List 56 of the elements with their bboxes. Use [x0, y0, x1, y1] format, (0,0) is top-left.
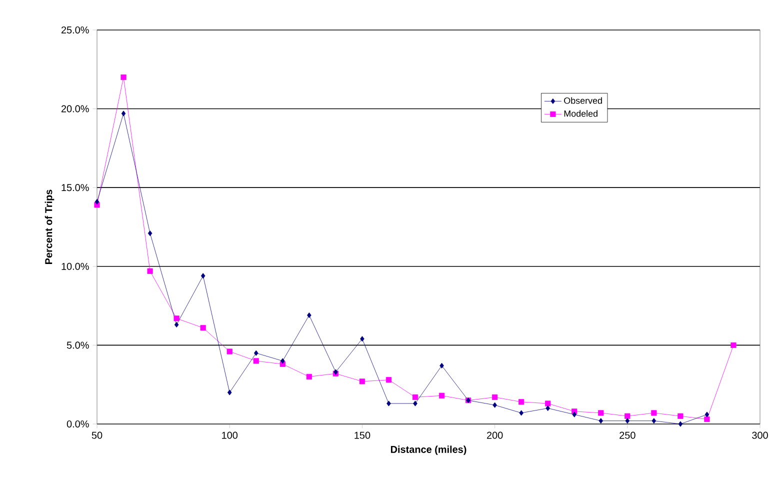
point	[440, 362, 444, 368]
x-tick-label: 100	[222, 432, 238, 439]
point	[200, 273, 206, 279]
point	[438, 392, 445, 398]
point	[678, 421, 683, 427]
point	[678, 413, 684, 419]
x-tick-label: 250	[620, 432, 636, 439]
point	[253, 358, 259, 364]
point	[306, 374, 312, 380]
point	[226, 348, 232, 354]
x-tick-label: 150	[354, 432, 370, 439]
y-tick-label: 15.0%	[62, 184, 89, 192]
point	[254, 350, 258, 356]
point	[121, 110, 126, 116]
point	[386, 400, 391, 406]
point	[651, 410, 657, 416]
point	[652, 418, 656, 424]
x-tick-label: 200	[486, 432, 503, 439]
point	[598, 418, 604, 424]
y-axis-title: Percent of Trips	[44, 190, 54, 264]
point	[359, 378, 366, 384]
point	[519, 410, 524, 416]
point	[120, 74, 126, 80]
point	[730, 342, 736, 348]
point	[598, 410, 604, 416]
point	[545, 400, 551, 406]
y-tick-label: 10.0%	[62, 262, 89, 270]
point	[280, 358, 285, 364]
point	[492, 402, 497, 408]
point	[148, 230, 152, 236]
legend-label: Modeled	[564, 110, 598, 117]
point	[572, 412, 577, 418]
point	[625, 418, 630, 424]
point	[200, 325, 206, 331]
point	[174, 316, 180, 322]
point	[704, 416, 710, 422]
legend-label: Observed	[564, 97, 602, 104]
point	[94, 198, 100, 205]
y-tick-label: 25.0%	[61, 26, 89, 34]
y-tick-label: 5.0%	[66, 342, 89, 349]
point	[412, 394, 418, 400]
y-tick-label: 20.0%	[61, 105, 89, 112]
y-tick-label: 0.0%	[66, 420, 89, 428]
point	[147, 268, 153, 274]
point	[413, 400, 418, 406]
point	[386, 377, 392, 383]
point	[704, 412, 710, 418]
x-tick-label: 300	[752, 432, 768, 439]
point	[227, 390, 232, 396]
point	[624, 413, 630, 419]
point	[174, 322, 179, 328]
x-tick-label: 50	[92, 432, 102, 439]
point	[360, 336, 364, 342]
point	[518, 399, 524, 405]
point	[492, 394, 498, 400]
x-axis-title: Distance (miles)	[390, 446, 466, 455]
